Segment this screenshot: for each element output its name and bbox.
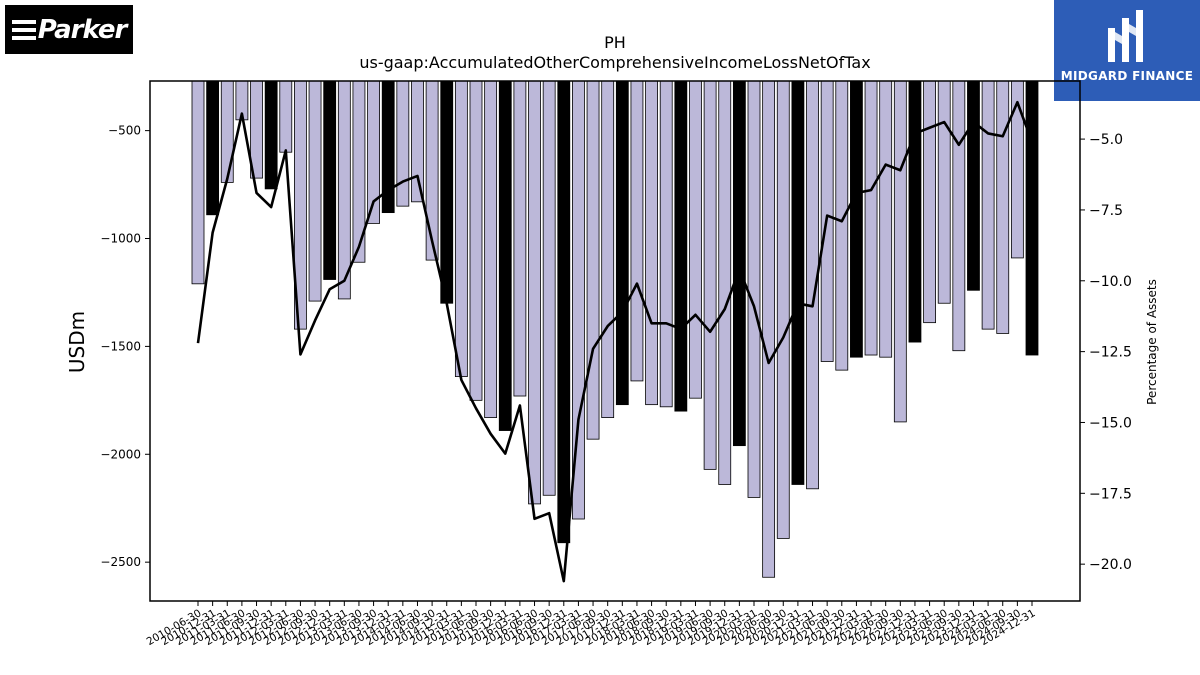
y-axis-label: USDm — [65, 311, 89, 373]
bar — [337, 80, 351, 300]
bar — [659, 80, 673, 408]
bar — [835, 80, 849, 371]
y2-tick-label: −10.0 — [1089, 274, 1132, 290]
midgard-finance-text: MIDGARD FINANCE — [1060, 69, 1194, 83]
bar — [864, 80, 878, 356]
bar — [601, 80, 615, 419]
bar — [937, 80, 951, 304]
bar — [513, 80, 527, 397]
y2-tick-label: −20.0 — [1089, 557, 1132, 573]
midgard-emblem-icon — [1108, 10, 1143, 62]
bar — [206, 80, 220, 216]
bar — [308, 80, 322, 302]
bar — [264, 80, 278, 190]
bar — [645, 80, 658, 406]
bar — [674, 80, 688, 412]
bar — [630, 80, 644, 382]
bar — [850, 80, 863, 358]
chart-subtitle: us-gaap:AccumulatedOtherComprehensiveInc… — [359, 53, 870, 72]
chart-title: PH — [604, 33, 626, 52]
bar — [791, 80, 805, 485]
bar — [776, 80, 790, 539]
bar — [396, 80, 410, 207]
bar — [893, 80, 907, 423]
bar — [440, 80, 454, 304]
bar — [454, 80, 468, 378]
bar — [615, 80, 629, 406]
parker-logo: Parker — [5, 5, 133, 54]
midgard-finance-logo: MIDGARD FINANCE — [1054, 0, 1200, 101]
y2-tick-label: −7.5 — [1089, 203, 1123, 219]
bar — [718, 80, 732, 485]
bar — [425, 80, 439, 261]
y2-tick-label: −5.0 — [1089, 132, 1123, 148]
bar — [220, 80, 234, 183]
bar — [1025, 80, 1039, 356]
bar — [323, 80, 337, 280]
bar — [952, 80, 966, 352]
right-axis-ticks: −5.0 −7.5 −10.0 −12.5 −15.0 −17.5 −20.0 — [1080, 132, 1132, 573]
y2-axis-label: Percentage of Assets — [1145, 279, 1159, 405]
bar — [542, 80, 556, 496]
bar — [703, 80, 717, 470]
bar — [469, 80, 483, 401]
bar — [879, 80, 893, 358]
bar — [981, 80, 995, 330]
y-tick-label: −2500 — [100, 555, 141, 569]
bar — [908, 80, 922, 343]
line-series — [196, 100, 1034, 583]
bar — [747, 80, 761, 498]
bar — [191, 80, 205, 285]
y-tick-label: −500 — [108, 124, 141, 138]
plot-frame — [149, 80, 1081, 602]
bar — [279, 80, 293, 153]
y2-tick-label: −17.5 — [1089, 486, 1132, 502]
bar-series — [191, 80, 1039, 578]
bar — [484, 80, 498, 419]
y-tick-label: −1500 — [100, 339, 141, 353]
bar — [967, 80, 980, 291]
y-tick-label: −1000 — [100, 232, 141, 246]
y2-tick-label: −15.0 — [1089, 415, 1132, 431]
bar — [923, 80, 936, 324]
bar — [996, 80, 1010, 334]
parker-flag-icon — [11, 19, 36, 41]
x-axis-ticks: 2010-06-302010-12-312011-03-312011-06-30… — [145, 601, 1038, 648]
bar — [689, 80, 702, 399]
bar — [732, 80, 746, 447]
percentage-line — [196, 100, 1034, 583]
bar — [528, 80, 541, 505]
bar — [762, 80, 776, 578]
bar — [411, 80, 424, 203]
bar — [498, 80, 512, 431]
bar — [586, 80, 600, 440]
left-axis-ticks: −500 −1000 −1500 −2000 −2500 — [100, 124, 150, 569]
parker-logo-text: Parker — [37, 14, 128, 45]
bar — [1010, 80, 1024, 259]
bar — [557, 80, 571, 544]
y-tick-label: −2000 — [100, 447, 141, 461]
y2-tick-label: −12.5 — [1089, 345, 1132, 361]
